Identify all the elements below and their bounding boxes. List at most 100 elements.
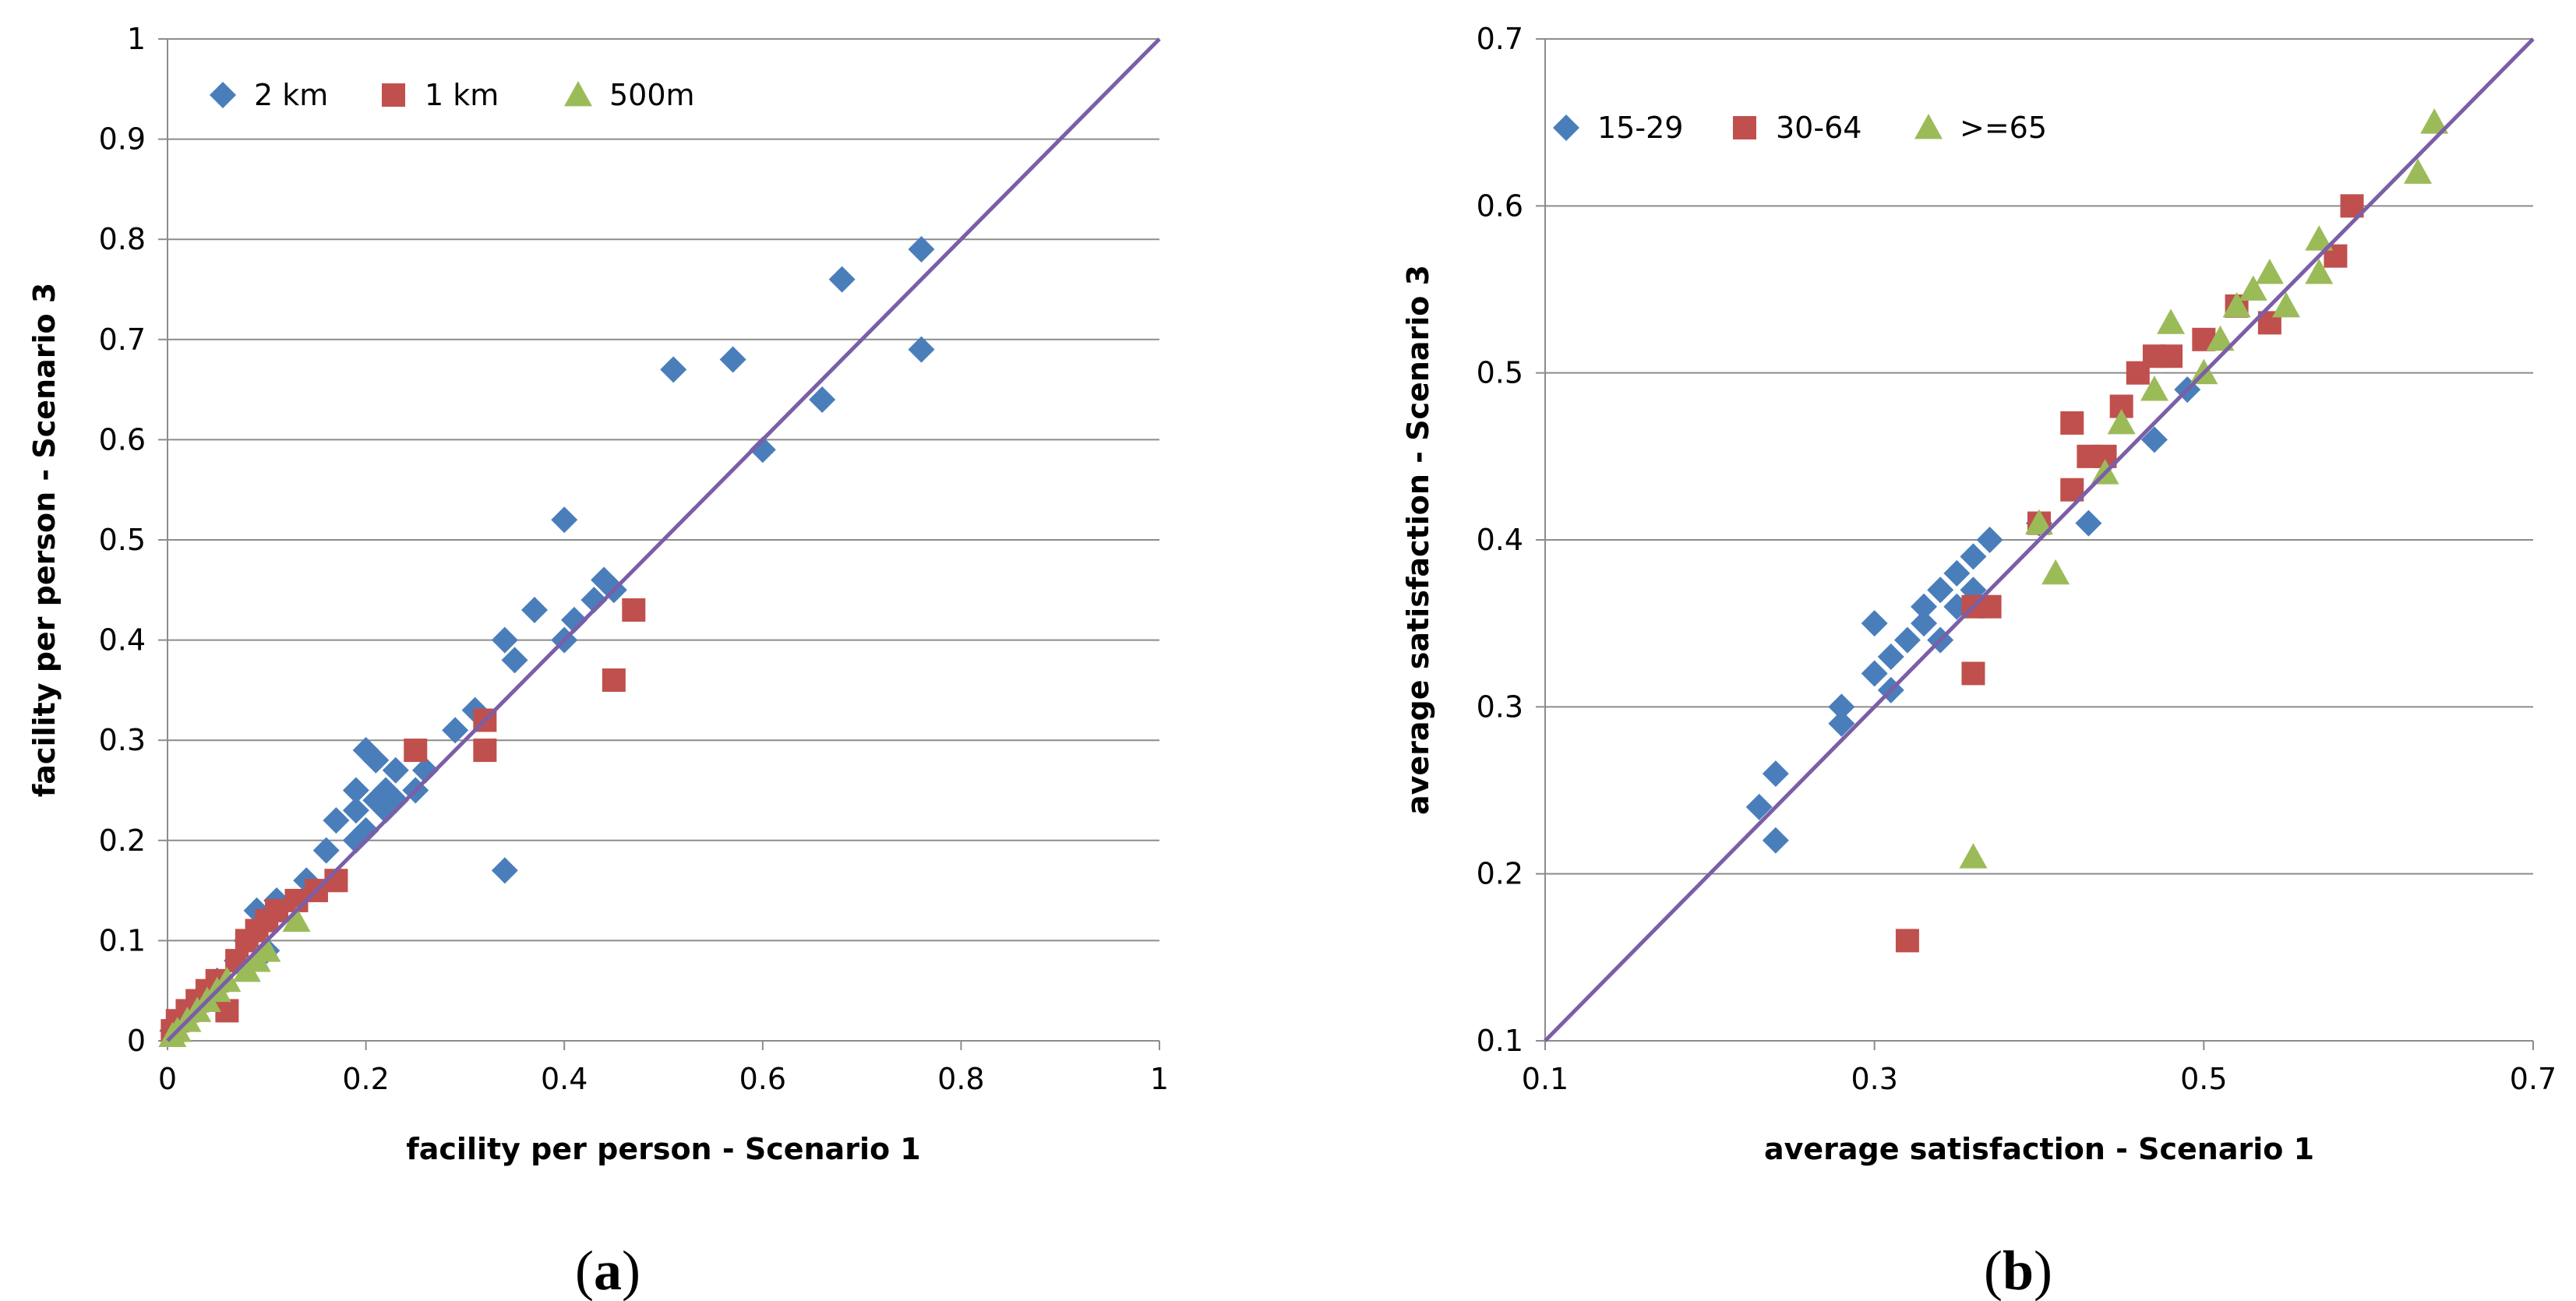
data-point: [342, 797, 369, 824]
x-axis-title: facility per person - Scenario 1: [406, 1132, 921, 1166]
x-tick-label: 0.1: [1522, 1062, 1569, 1096]
y-tick-label: 0.4: [1477, 523, 1523, 557]
data-point: [362, 746, 390, 774]
data-point: [1943, 559, 1971, 587]
data-point: [2272, 291, 2300, 318]
legend-label: >=65: [1960, 111, 2047, 145]
legend-marker: [210, 82, 236, 108]
chart-b: 0.1 0.2 0.3 0.4 0.5 0.6 0.7 0.1 0.3 0.5 0.7 15-29 30…: [1401, 22, 2557, 1301]
y-tick-label: 0.3: [99, 723, 146, 757]
x-tick-label: 0.2: [342, 1062, 389, 1096]
panel-a: 0 0.1 0.2 0.3 0.4 0.5 0.6 0.7 0.8 0.9 1 0 0.2 0.4 0.6 0…: [27, 22, 1169, 1301]
legend-label: 1 km: [425, 78, 499, 112]
y-tick-label: 0.1: [99, 923, 146, 957]
data-point: [491, 626, 518, 654]
data-point: [2140, 426, 2168, 453]
data-point: [1861, 660, 1888, 687]
data-point: [1895, 929, 1919, 953]
data-point: [2157, 309, 2186, 334]
legend-marker: [1914, 114, 1943, 139]
data-point: [2222, 291, 2251, 318]
data-point: [282, 906, 311, 933]
legend-label: 30-64: [1776, 111, 1861, 145]
panel-label: (b): [1984, 1239, 2052, 1301]
data-point: [1762, 760, 1789, 788]
data-point: [2404, 158, 2433, 184]
data-point: [1893, 626, 1921, 654]
data-point: [382, 756, 409, 784]
x-tick-label: 0.8: [937, 1062, 984, 1096]
data-point: [404, 739, 428, 763]
data-point: [749, 436, 776, 464]
data-point: [828, 266, 856, 293]
x-tick-label: 0.5: [2180, 1062, 2227, 1096]
legend-marker: [382, 83, 405, 107]
y-tick-label: 0.2: [1477, 857, 1523, 891]
legend-marker: [1733, 116, 1756, 139]
data-point: [1877, 643, 1904, 671]
y-tick-label: 0.7: [1477, 22, 1523, 56]
y-tick-label: 0.2: [99, 823, 146, 858]
data-point: [411, 756, 439, 784]
data-point: [1960, 543, 1987, 570]
series--65: [1959, 108, 2449, 869]
data-point: [2206, 325, 2235, 351]
data-point: [1861, 610, 1888, 637]
y-tick-label: 0.8: [99, 222, 146, 256]
y-tick-label: 0.6: [99, 422, 146, 457]
data-point: [372, 797, 400, 824]
data-point: [2255, 259, 2284, 284]
series-30-64: [1895, 194, 2364, 953]
data-point: [501, 647, 528, 674]
data-point: [660, 356, 687, 383]
data-point: [1828, 710, 1855, 737]
y-tick-label: 0.1: [1477, 1024, 1523, 1058]
data-point: [1828, 693, 1855, 721]
x-tick-label: 0.7: [2510, 1062, 2557, 1096]
data-point: [491, 857, 518, 884]
data-point: [2140, 375, 2168, 401]
y-axis-title: facility per person - Scenario 3: [27, 283, 62, 798]
data-point: [342, 827, 369, 854]
y-tick-label: 0.5: [1477, 356, 1523, 390]
x-tick-label: 0: [158, 1062, 177, 1096]
data-point: [2159, 344, 2183, 368]
data-point: [1927, 576, 1954, 604]
data-point: [622, 598, 646, 622]
y-tick-label: 0.4: [99, 623, 146, 658]
data-point: [2107, 408, 2136, 435]
data-point: [2025, 509, 2053, 534]
y-tick-label: 0.6: [1477, 189, 1523, 223]
data-point: [312, 837, 340, 864]
data-point: [1762, 827, 1789, 854]
y-axis-title: average satisfaction - Scenario 3: [1401, 265, 1435, 815]
data-point: [908, 236, 935, 263]
data-point: [2041, 559, 2070, 585]
data-point: [2239, 275, 2267, 301]
data-point: [1961, 661, 1985, 686]
x-tick-label: 0.6: [739, 1062, 786, 1096]
legend-label: 500m: [609, 78, 695, 112]
data-point: [809, 386, 836, 413]
y-tick-label: 0.7: [99, 323, 146, 357]
y-tick-label: 0.5: [99, 523, 146, 557]
data-point: [1911, 593, 1938, 620]
data-point: [2060, 411, 2084, 435]
data-point: [235, 929, 259, 953]
data-point: [232, 956, 261, 982]
data-point: [2420, 108, 2449, 134]
reference-line: [166, 37, 1161, 1042]
data-point: [602, 668, 626, 693]
data-point: [719, 346, 746, 373]
data-point: [580, 587, 608, 614]
data-point: [473, 739, 497, 763]
data-point: [908, 336, 935, 363]
data-point: [1911, 610, 1938, 637]
panel-b: 0.1 0.2 0.3 0.4 0.5 0.6 0.7 0.1 0.3 0.5 0.7 15-29 30…: [1288, 0, 2576, 1301]
panel-label: (a): [575, 1239, 640, 1301]
x-axis-title: average satisfaction - Scenario 1: [1764, 1132, 2314, 1166]
data-point: [521, 597, 549, 624]
data-point: [2305, 225, 2334, 251]
x-tick-label: 0.3: [1851, 1062, 1897, 1096]
data-point: [2075, 509, 2102, 537]
